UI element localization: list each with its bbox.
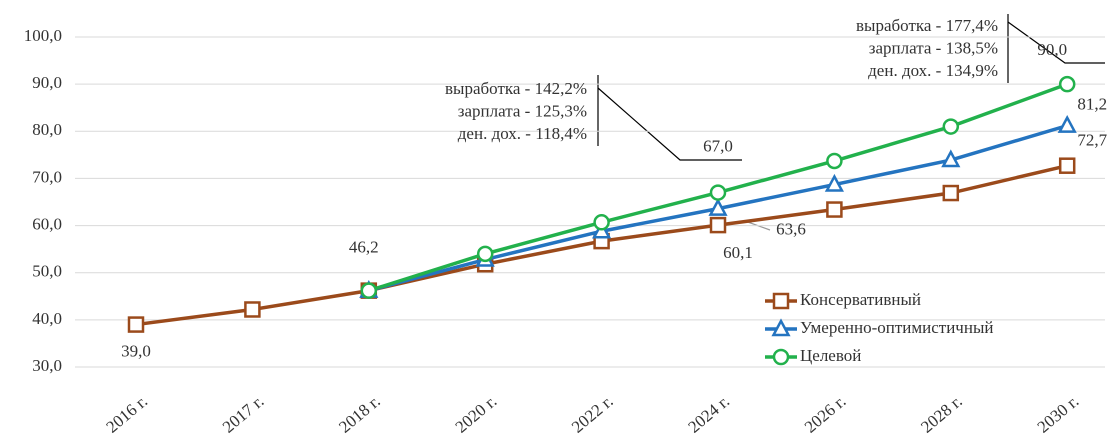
data-label: 46,2	[349, 238, 379, 257]
marker	[709, 216, 727, 234]
x-tick-label: 2018 г.	[335, 392, 384, 437]
marker	[360, 282, 378, 299]
legend-marker	[772, 292, 790, 310]
marker	[941, 149, 961, 168]
x-tick-label: 2028 г.	[917, 392, 966, 437]
x-tick-label: 2030 г.	[1034, 392, 1083, 437]
marker	[942, 184, 960, 202]
callouts	[597, 14, 1105, 231]
callout-leader	[1007, 21, 1105, 64]
x-tick-label: 2024 г.	[684, 392, 733, 437]
x-tick-label: 2026 г.	[801, 392, 850, 437]
marker	[244, 301, 261, 318]
x-tick-label: 2022 г.	[568, 392, 617, 437]
data-label: 39,0	[121, 341, 151, 360]
marker	[708, 197, 728, 216]
data-label: 90,0	[1037, 40, 1067, 59]
marker	[942, 118, 960, 135]
legend-label: Целевой	[800, 346, 861, 365]
legend-label: Консервативный	[800, 290, 921, 309]
annotation: зарплата - 138,5%	[869, 38, 998, 57]
y-tick-label: 50,0	[32, 262, 62, 281]
annotation: ден. дох. - 118,4%	[458, 124, 587, 143]
annotation: ден. дох. - 134,9%	[868, 61, 998, 80]
marker	[1058, 75, 1076, 93]
legend-marker	[771, 318, 791, 337]
y-tick-label: 100,0	[24, 26, 62, 45]
marker	[826, 152, 843, 170]
marker	[709, 184, 727, 201]
legend-label: Умеренно-оптимистичный	[800, 318, 993, 337]
marker	[1058, 157, 1076, 174]
x-tick-label: 2017 г.	[219, 392, 268, 437]
x-tick-label: 2016 г.	[102, 392, 151, 437]
y-tick-label: 60,0	[32, 214, 62, 233]
y-tick-label: 40,0	[32, 309, 62, 328]
data-label: 60,1	[723, 243, 753, 262]
y-tick-label: 70,0	[32, 167, 62, 186]
marker	[824, 173, 844, 192]
annotation: зарплата - 125,3%	[458, 101, 587, 120]
callout-leader	[597, 87, 742, 161]
legend-marker	[772, 348, 790, 366]
marker	[476, 245, 494, 263]
x-tick-label: 2020 г.	[452, 392, 501, 437]
data-label: 63,6	[776, 220, 806, 239]
marker	[826, 201, 843, 218]
y-tick-label: 30,0	[32, 356, 62, 375]
y-tick-label: 90,0	[32, 73, 62, 92]
data-label: 81,2	[1077, 95, 1107, 114]
annotation: выработка - 142,2%	[445, 79, 587, 98]
data-label: 67,0	[703, 136, 733, 155]
marker	[1057, 114, 1077, 133]
marker	[127, 316, 145, 333]
annotation: выработка - 177,4%	[856, 16, 998, 35]
marker	[593, 214, 610, 231]
y-tick-label: 80,0	[32, 120, 62, 139]
data-label: 72,7	[1077, 131, 1107, 150]
